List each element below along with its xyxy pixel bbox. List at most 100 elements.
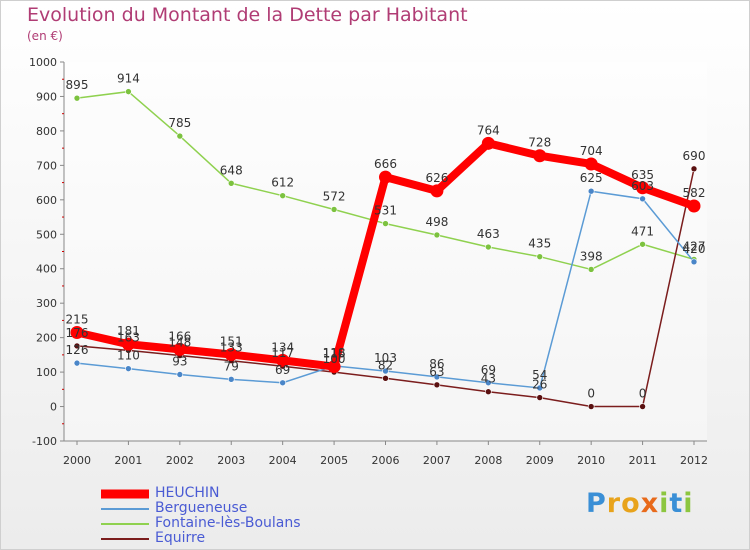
x-tick-label: 2002 (166, 454, 194, 467)
data-point-fontaine-l-s-boulans (485, 243, 492, 251)
data-label-fontaine-l-s-boulans: 471 (631, 224, 654, 238)
data-point-heuchin (70, 325, 84, 339)
data-point-bergueneuse (536, 384, 544, 392)
proxiti-logo: Proxiti (586, 488, 694, 519)
data-label-fontaine-l-s-boulans: 398 (580, 249, 603, 263)
data-label-heuchin: 728 (528, 136, 551, 150)
data-point-fontaine-l-s-boulans (227, 179, 235, 187)
legend-swatch-equirre (101, 537, 149, 540)
y-tick-label: 200 (36, 332, 57, 345)
data-point-heuchin (327, 360, 341, 374)
data-label-fontaine-l-s-boulans: 572 (323, 189, 346, 203)
data-label-bergueneuse: 69 (275, 363, 290, 377)
chart-subtitle: (en €) (27, 29, 63, 43)
data-point-fontaine-l-s-boulans (639, 240, 646, 248)
data-label-heuchin: 134 (271, 340, 294, 354)
data-point-equirre (587, 403, 595, 410)
y-tick-label: 900 (36, 90, 57, 103)
data-label-equirre: 176 (66, 326, 89, 340)
data-point-fontaine-l-s-boulans (176, 132, 184, 140)
data-point-heuchin (276, 353, 290, 367)
data-label-equirre: 163 (117, 330, 140, 344)
data-point-heuchin (687, 199, 701, 213)
data-label-fontaine-l-s-boulans: 785 (168, 116, 191, 130)
x-tick-label: 2000 (63, 454, 91, 467)
x-tick-label: 2012 (680, 454, 708, 467)
data-label-heuchin: 151 (220, 335, 243, 349)
data-point-bergueneuse (433, 373, 441, 381)
data-point-heuchin (636, 181, 650, 195)
data-point-fontaine-l-s-boulans (536, 253, 544, 260)
legend-swatch-fontaine (101, 522, 149, 525)
data-label-fontaine-l-s-boulans: 648 (220, 163, 243, 177)
data-label-equirre: 690 (683, 149, 706, 163)
y-tick-label: 500 (36, 228, 57, 241)
data-point-heuchin (121, 337, 135, 351)
data-label-equirre: 26 (532, 378, 547, 392)
data-point-bergueneuse (125, 365, 132, 372)
data-point-heuchin (533, 149, 547, 163)
data-label-fontaine-l-s-boulans: 612 (271, 176, 294, 190)
data-point-fontaine-l-s-boulans (382, 220, 389, 227)
data-point-fontaine-l-s-boulans (125, 88, 132, 95)
data-label-heuchin: 582 (683, 186, 706, 200)
data-label-bergueneuse: 103 (374, 351, 397, 365)
data-point-bergueneuse (587, 187, 595, 195)
x-tick-label: 2009 (526, 454, 554, 467)
data-label-equirre: 63 (429, 365, 444, 379)
x-tick-label: 2004 (269, 454, 297, 467)
data-label-fontaine-l-s-boulans: 435 (528, 237, 551, 251)
legend-swatch-heuchin (101, 489, 149, 498)
legend-label: Fontaine-lès-Boulans (155, 515, 301, 531)
data-label-equirre: 148 (168, 336, 191, 350)
data-point-fontaine-l-s-boulans (279, 192, 286, 199)
legend-swatch-bergueneuse (101, 507, 149, 510)
data-label-bergueneuse: 79 (224, 359, 239, 373)
data-label-fontaine-l-s-boulans: 914 (117, 72, 140, 86)
data-point-equirre (690, 165, 698, 173)
y-tick-label: 400 (36, 263, 57, 276)
legend-label: Equirre (155, 530, 206, 546)
data-point-bergueneuse (382, 367, 389, 375)
legend-label: Bergueneuse (155, 500, 248, 516)
chart-title: Evolution du Montant de la Dette par Hab… (27, 4, 468, 26)
data-label-equirre: 0 (639, 387, 647, 401)
x-tick-label: 2010 (577, 454, 605, 467)
data-label-bergueneuse: 93 (172, 355, 187, 369)
data-label-bergueneuse: 126 (66, 343, 89, 357)
data-point-fontaine-l-s-boulans (73, 94, 81, 102)
y-tick-label: 300 (36, 297, 57, 310)
data-label-equirre: 0 (587, 387, 595, 401)
data-label-heuchin: 666 (374, 157, 397, 171)
data-point-bergueneuse (73, 359, 81, 367)
x-tick-label: 2001 (114, 454, 142, 467)
data-point-fontaine-l-s-boulans (587, 266, 595, 273)
data-label-heuchin: 626 (425, 171, 448, 185)
data-label-heuchin: 166 (168, 329, 191, 343)
data-point-equirre (536, 394, 544, 401)
x-tick-label: 2003 (217, 454, 245, 467)
data-label-fontaine-l-s-boulans: 498 (425, 215, 448, 229)
data-label-heuchin: 116 (323, 347, 346, 361)
data-label-fontaine-l-s-boulans: 895 (66, 78, 89, 92)
data-point-heuchin (379, 170, 392, 184)
data-point-heuchin (173, 342, 187, 356)
data-point-equirre (382, 374, 389, 382)
x-tick-label: 2011 (629, 454, 657, 467)
data-label-bergueneuse: 86 (429, 357, 444, 371)
x-tick-label: 2005 (320, 454, 348, 467)
y-tick-label: 700 (36, 159, 57, 172)
data-label-bergueneuse: 420 (683, 242, 706, 256)
y-tick-label: -100 (32, 435, 57, 448)
data-label-bergueneuse: 625 (580, 171, 603, 185)
data-point-equirre (639, 403, 646, 410)
x-tick-label: 2006 (372, 454, 400, 467)
x-tick-label: 2008 (474, 454, 502, 467)
data-point-heuchin (584, 157, 598, 171)
x-tick-label: 2007 (423, 454, 451, 467)
data-label-heuchin: 215 (66, 312, 89, 326)
data-point-heuchin (430, 184, 444, 198)
data-label-equirre: 133 (220, 341, 243, 355)
